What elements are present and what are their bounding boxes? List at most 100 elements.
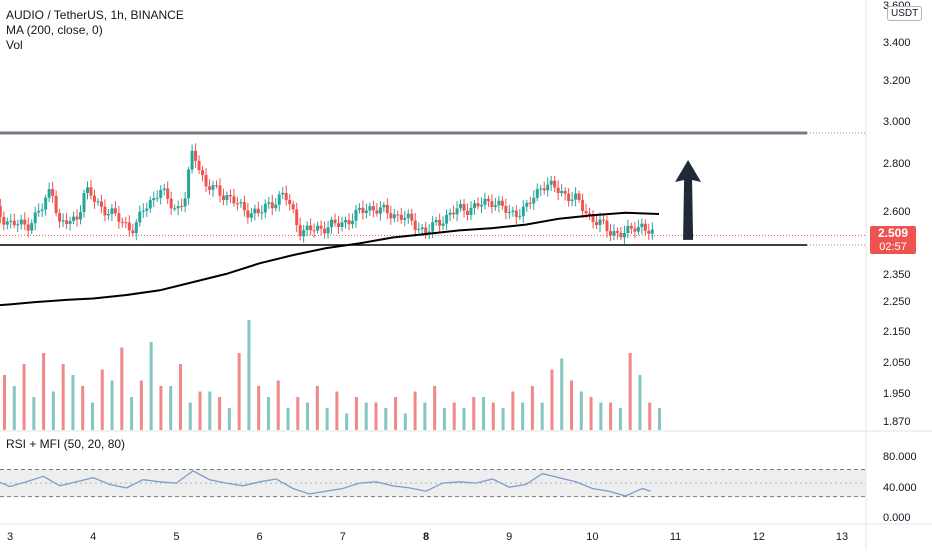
candle-down <box>319 225 323 229</box>
candle-down <box>288 199 292 205</box>
candle-down <box>567 193 571 202</box>
volume-bar-up <box>560 358 564 430</box>
candle-up <box>159 189 163 198</box>
candle-up <box>650 229 654 234</box>
candle-down <box>214 185 218 187</box>
candle-down <box>0 206 2 217</box>
candle-up <box>441 223 445 226</box>
volume-bar-up <box>423 402 427 430</box>
last-price-value: 2.509 <box>877 226 909 240</box>
volume-bar-down <box>178 364 182 430</box>
candle-up <box>61 220 65 222</box>
candle-down <box>577 193 581 200</box>
candle-down <box>500 200 504 206</box>
candle-up <box>190 150 194 170</box>
ma-legend: MA (200, close, 0) <box>6 23 103 37</box>
volume-bar-up <box>286 408 290 430</box>
currency-button[interactable]: USDT <box>887 6 923 21</box>
candle-up <box>427 231 431 234</box>
candle-up <box>546 184 550 191</box>
candle-up <box>392 214 396 219</box>
volume-bar-down <box>550 369 554 430</box>
volume-bar-up <box>384 408 388 430</box>
candle-up <box>445 214 449 224</box>
candle-down <box>452 212 456 215</box>
candle-down <box>581 199 585 212</box>
candle-up <box>302 230 306 237</box>
price-tick-label: 2.050 <box>883 357 911 369</box>
candle-down <box>615 231 619 233</box>
candle-down <box>605 220 609 232</box>
candle-up <box>497 200 501 206</box>
candle-up <box>525 202 529 207</box>
candle-down <box>99 201 103 207</box>
rsi-tick-label: 0.000 <box>883 512 911 524</box>
candle-up <box>68 221 72 224</box>
candle-up <box>326 227 330 234</box>
volume-bar-up <box>345 413 349 430</box>
price-tick-label: 2.150 <box>883 326 911 338</box>
volume-bar-down <box>374 402 378 430</box>
candle-up <box>417 229 421 231</box>
candle-up <box>37 210 41 213</box>
candle-down <box>591 214 595 222</box>
candle-up <box>560 191 564 194</box>
vol-legend: Vol <box>6 38 23 52</box>
candle-down <box>389 213 393 219</box>
volume-bar-down <box>198 391 202 430</box>
candle-up <box>364 210 368 214</box>
volume-bar-up <box>658 408 661 430</box>
candle-down <box>270 202 274 209</box>
volume-bar-up <box>501 408 505 430</box>
volume-bar-up <box>247 320 251 430</box>
candle-up <box>626 225 630 233</box>
candle-up <box>79 211 83 220</box>
candle-down <box>413 220 417 230</box>
candle-down <box>65 220 69 224</box>
time-tick-label: 10 <box>586 531 598 543</box>
candle-up <box>305 225 309 231</box>
last-price-tag: 2.509 02:57 <box>870 226 916 254</box>
time-tick-label: 12 <box>753 531 765 543</box>
candle-up <box>406 213 410 219</box>
candle-down <box>204 175 208 187</box>
volume-bar-down <box>139 380 143 430</box>
candle-down <box>180 206 184 208</box>
candle-up <box>330 219 334 228</box>
volume-bar-up <box>208 391 212 430</box>
volume-bar-down <box>413 391 417 430</box>
volume-bar-down <box>22 364 26 430</box>
candle-up <box>40 209 44 211</box>
candle-down <box>309 225 313 231</box>
time-tick-label: 9 <box>506 531 512 543</box>
volume-bar-down <box>159 386 163 430</box>
candle-up <box>420 227 424 230</box>
price-tick-label: 2.600 <box>883 206 911 218</box>
candle-up <box>368 206 372 211</box>
volume-bar-up <box>71 375 75 430</box>
candle-up <box>187 169 191 199</box>
time-tick-label: 7 <box>340 531 346 543</box>
candle-down <box>486 198 490 202</box>
volume-bar-down <box>648 402 652 430</box>
rsi-tick-label: 40.000 <box>883 482 917 494</box>
candle-down <box>89 187 93 196</box>
time-tick-label: 6 <box>257 531 263 543</box>
time-tick-label: 11 <box>670 531 681 543</box>
candle-up <box>211 185 215 190</box>
candle-up <box>162 188 166 190</box>
candle-up <box>155 197 159 199</box>
volume-bar-down <box>570 380 574 430</box>
candle-down <box>221 195 225 200</box>
candle-down <box>312 230 316 232</box>
candle-up <box>183 198 187 207</box>
price-tick-label: 2.350 <box>883 269 911 281</box>
arrow-up-icon <box>675 160 702 240</box>
volume-bar-down <box>452 402 456 430</box>
candle-down <box>201 170 205 176</box>
candle-down <box>333 219 337 224</box>
volume-bar-up <box>188 402 192 430</box>
candle-up <box>539 188 543 190</box>
